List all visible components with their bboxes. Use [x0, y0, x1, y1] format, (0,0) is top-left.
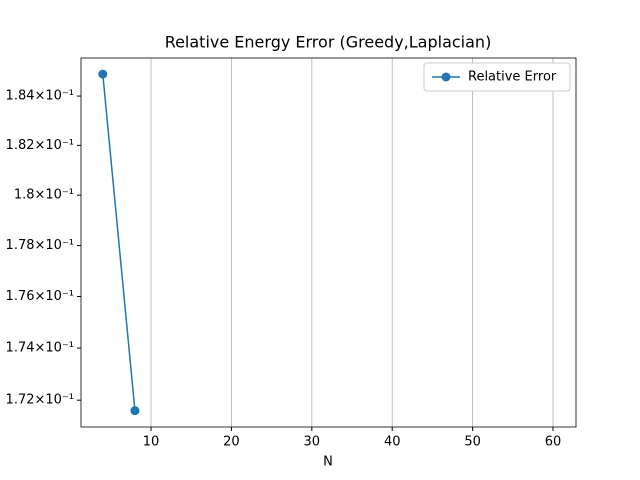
marker — [98, 69, 108, 79]
chart-title: Relative Energy Error (Greedy,Laplacian) — [165, 33, 492, 52]
x-tick-label: 50 — [464, 435, 481, 450]
y-tick-label: 1.8×10⁻¹ — [14, 188, 74, 203]
legend-marker — [441, 72, 451, 82]
y-tick-label: 1.72×10⁻¹ — [6, 393, 74, 408]
x-tick-label: 40 — [384, 435, 401, 450]
y-tick-label: 1.76×10⁻¹ — [6, 289, 74, 304]
line — [102, 73, 136, 411]
x-axis-label: N — [323, 455, 333, 470]
y-tick-label: 1.82×10⁻¹ — [6, 138, 74, 153]
x-tick-label: 30 — [304, 435, 321, 450]
legend-label: Relative Error — [468, 70, 557, 85]
marker — [130, 406, 140, 416]
x-tick-label: 10 — [143, 435, 160, 450]
series — [98, 69, 140, 416]
x-tick-label: 60 — [545, 435, 562, 450]
x-tick-label: 20 — [223, 435, 240, 450]
y-tick-label: 1.84×10⁻¹ — [6, 89, 74, 104]
legend-box — [423, 62, 571, 92]
plot-frame — [80, 57, 577, 428]
y-tick-label: 1.74×10⁻¹ — [6, 341, 74, 356]
y-tick-label: 1.78×10⁻¹ — [6, 238, 74, 253]
